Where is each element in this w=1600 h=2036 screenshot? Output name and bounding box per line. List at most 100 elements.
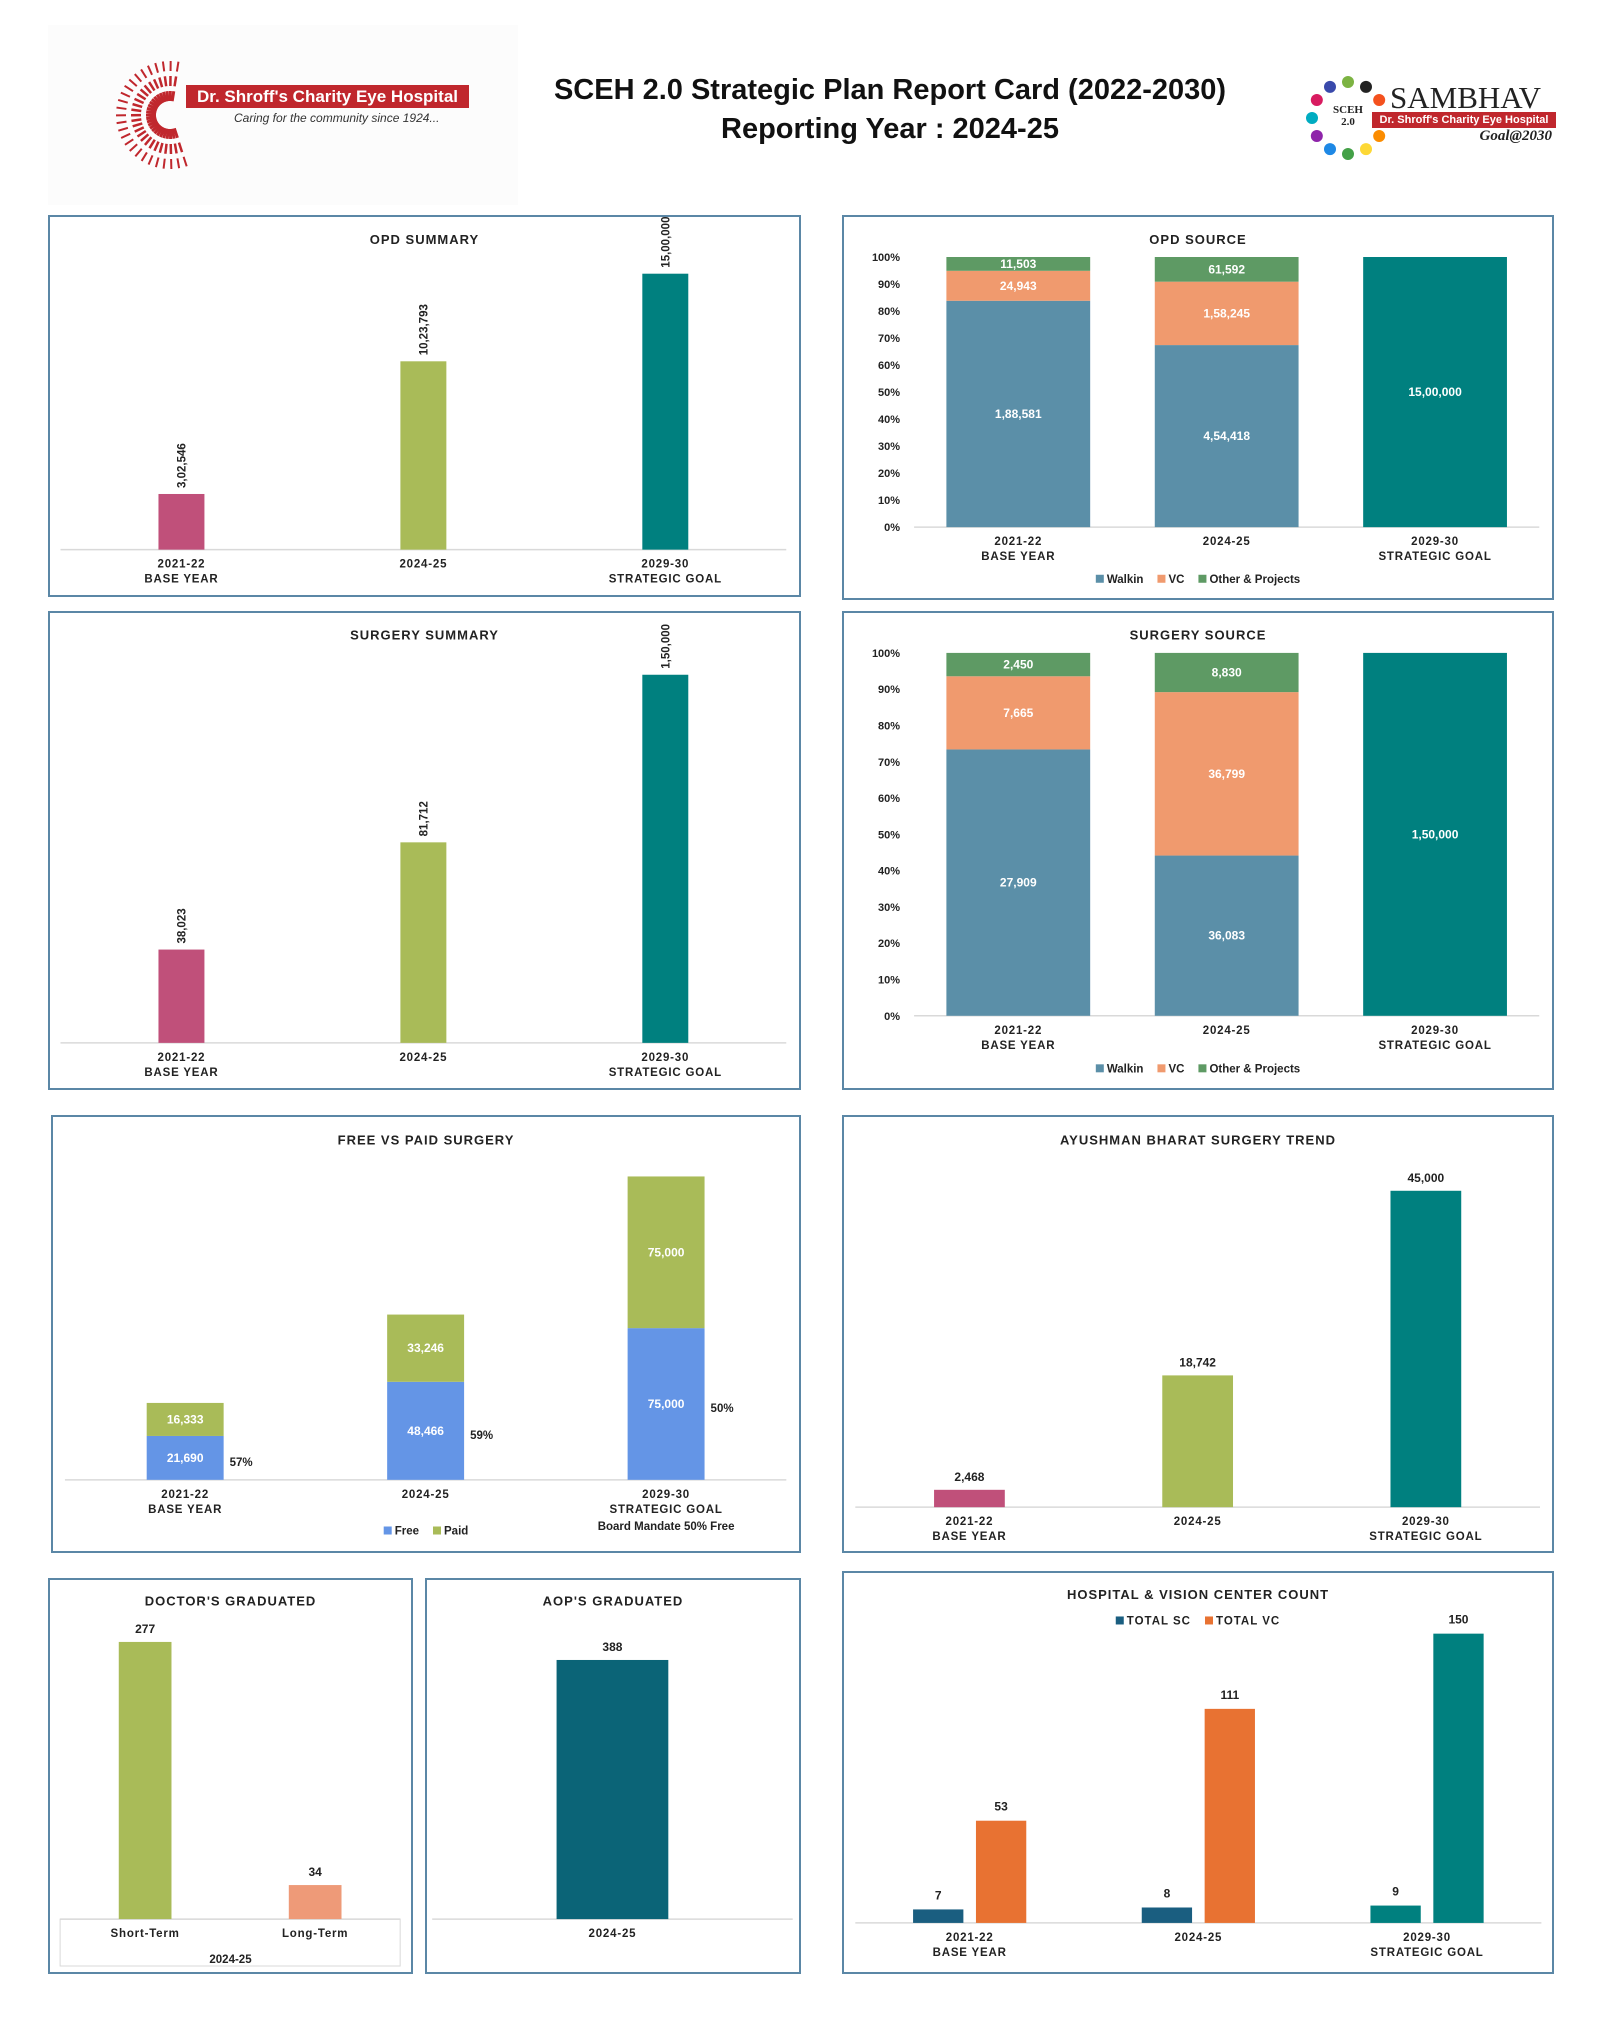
bar-segment — [1154, 281, 1299, 346]
x-tick-label: STRATEGIC GOAL — [609, 1067, 722, 1079]
data-label: 7 — [935, 1888, 942, 1902]
x-tick-label: STRATEGIC GOAL — [609, 1504, 722, 1516]
legend: Walkin VC Other & Projects — [1095, 1063, 1300, 1075]
data-label: 21,690 — [167, 1451, 204, 1465]
free-share-label: 50% — [711, 1403, 734, 1415]
data-label: 2,468 — [954, 1470, 984, 1484]
data-label: 36,083 — [1208, 929, 1245, 943]
goal-bar — [1363, 652, 1507, 1016]
chart-title: OPD SOURCE — [1149, 232, 1246, 247]
legend: Walkin VC Other & Projects — [1095, 574, 1300, 586]
data-label: 81,712 — [418, 801, 430, 836]
chart-svg: HOSPITAL & VISION CENTER COUNT 2021-22 BAS… — [855, 1587, 1542, 1959]
x-tick-label: 2029-30 — [1403, 1932, 1451, 1944]
chart-title: SURGERY SUMMARY — [350, 628, 499, 643]
legend-swatch — [383, 1526, 392, 1535]
bar-segment — [387, 1381, 465, 1480]
chart-svg: DOCTOR'S GRADUATED Short-Term Long-Term 202… — [59, 1594, 401, 1967]
data-label: 48,466 — [407, 1424, 444, 1438]
y-tick-label: 30% — [878, 902, 900, 914]
legend-swatch — [1095, 574, 1104, 583]
bar-segment — [387, 1314, 465, 1382]
data-label: 10,23,793 — [418, 304, 430, 355]
x-tick-label: 2021-22 — [946, 1932, 994, 1944]
data-label: 61,592 — [1208, 262, 1245, 276]
x-tick-label: 2024-25 — [399, 1052, 447, 1064]
group-label: 2024-25 — [209, 1954, 252, 1966]
bar-segment — [1154, 692, 1299, 856]
sambhav-goal: Goal@2030 — [1479, 128, 1552, 144]
bar-segment — [946, 652, 1091, 677]
y-tick-label: 90% — [878, 684, 900, 696]
bar — [934, 1489, 1005, 1508]
bar — [642, 273, 689, 550]
bar — [1204, 1708, 1255, 1923]
x-tick-label: STRATEGIC GOAL — [609, 574, 722, 586]
left-logo-name: Dr. Shroff's Charity Eye Hospital — [186, 85, 469, 108]
legend-item: VC — [1168, 574, 1184, 586]
y-tick-label: 90% — [878, 279, 900, 291]
bar — [642, 674, 689, 1043]
y-tick-label: 30% — [878, 441, 900, 453]
bar-segment — [1154, 652, 1299, 693]
bar-segment — [1154, 257, 1299, 282]
chart-svg: AOP'S GRADUATED 2024-25 388 — [432, 1594, 793, 1940]
sunburst-logo-icon — [115, 60, 188, 170]
legend-swatch — [1115, 1616, 1124, 1625]
sambhav-name: SAMBHAV — [1390, 80, 1542, 115]
x-tick-label: 2024-25 — [402, 1489, 450, 1501]
legend-swatch — [1205, 1616, 1213, 1625]
data-label: 36,799 — [1208, 767, 1245, 781]
chart-title: AOP'S GRADUATED — [543, 1594, 684, 1609]
x-tick-label: STRATEGIC GOAL — [1378, 551, 1491, 563]
data-label: 7,665 — [1003, 706, 1033, 720]
legend-item: Other & Projects — [1209, 1063, 1300, 1075]
bar — [158, 493, 205, 550]
surgery-source-chart: SURGERY SOURCE 2021-22 BASE YEAR 2024-25 202… — [842, 611, 1554, 1090]
bar — [288, 1885, 342, 1920]
bar — [913, 1909, 964, 1923]
y-tick-label: 20% — [878, 468, 900, 480]
data-label: 16,333 — [167, 1412, 204, 1426]
x-tick-label: BASE YEAR — [144, 574, 218, 586]
x-tick-label: 2021-22 — [158, 1052, 206, 1064]
legend-swatch — [1198, 1064, 1207, 1073]
page-title: SCEH 2.0 Strategic Plan Report Card (202… — [553, 74, 1227, 106]
x-tick-label: 2024-25 — [399, 559, 447, 571]
hospital-vision-center-chart: HOSPITAL & VISION CENTER COUNT 2021-22 BAS… — [842, 1571, 1554, 1974]
legend-item: Walkin — [1107, 1063, 1144, 1075]
x-tick-label: STRATEGIC GOAL — [1378, 1040, 1491, 1052]
bar — [158, 949, 205, 1043]
y-tick-label: 70% — [878, 333, 900, 345]
chart-note: Board Mandate 50% Free — [598, 1521, 735, 1533]
data-label: 24,943 — [1000, 279, 1037, 293]
data-label: 18,742 — [1179, 1355, 1216, 1369]
x-tick-label: STRATEGIC GOAL — [1369, 1531, 1482, 1543]
y-tick-label: 40% — [878, 866, 900, 878]
data-label: 33,246 — [407, 1341, 444, 1355]
chart-svg: SURGERY SOURCE 2021-22 BASE YEAR 2024-25 202… — [872, 628, 1540, 1075]
legend-item: TOTAL SC — [1127, 1615, 1191, 1627]
bar — [1370, 1905, 1421, 1923]
x-tick-label: 2021-22 — [994, 1025, 1042, 1037]
data-label: 75,000 — [648, 1245, 685, 1259]
legend-item: Walkin — [1107, 574, 1144, 586]
goal-bar — [1363, 257, 1507, 528]
legend-item: TOTAL VC — [1216, 1615, 1280, 1627]
data-label: 15,00,000 — [660, 217, 672, 268]
chart-svg: SURGERY SUMMARY 2021-22 BASE YEAR 2024-25 20… — [60, 624, 787, 1079]
x-tick-label: 2029-30 — [1411, 1025, 1459, 1037]
x-tick-label: Long-Term — [282, 1928, 348, 1940]
legend-item: Free — [395, 1526, 419, 1538]
bar — [1433, 1633, 1484, 1923]
chart-title: AYUSHMAN BHARAT SURGERY TREND — [1060, 1132, 1336, 1147]
bar-segment — [946, 270, 1091, 301]
y-tick-label: 20% — [878, 938, 900, 950]
x-tick-label: 2029-30 — [641, 559, 689, 571]
chart-title: OPD SUMMARY — [370, 232, 479, 247]
sambhav-badge: SCEH 2.0 — [1333, 104, 1363, 128]
legend-item: VC — [1168, 1063, 1184, 1075]
data-label: 45,000 — [1408, 1171, 1445, 1185]
left-logo-area — [48, 25, 518, 205]
y-tick-label: 50% — [878, 387, 900, 399]
